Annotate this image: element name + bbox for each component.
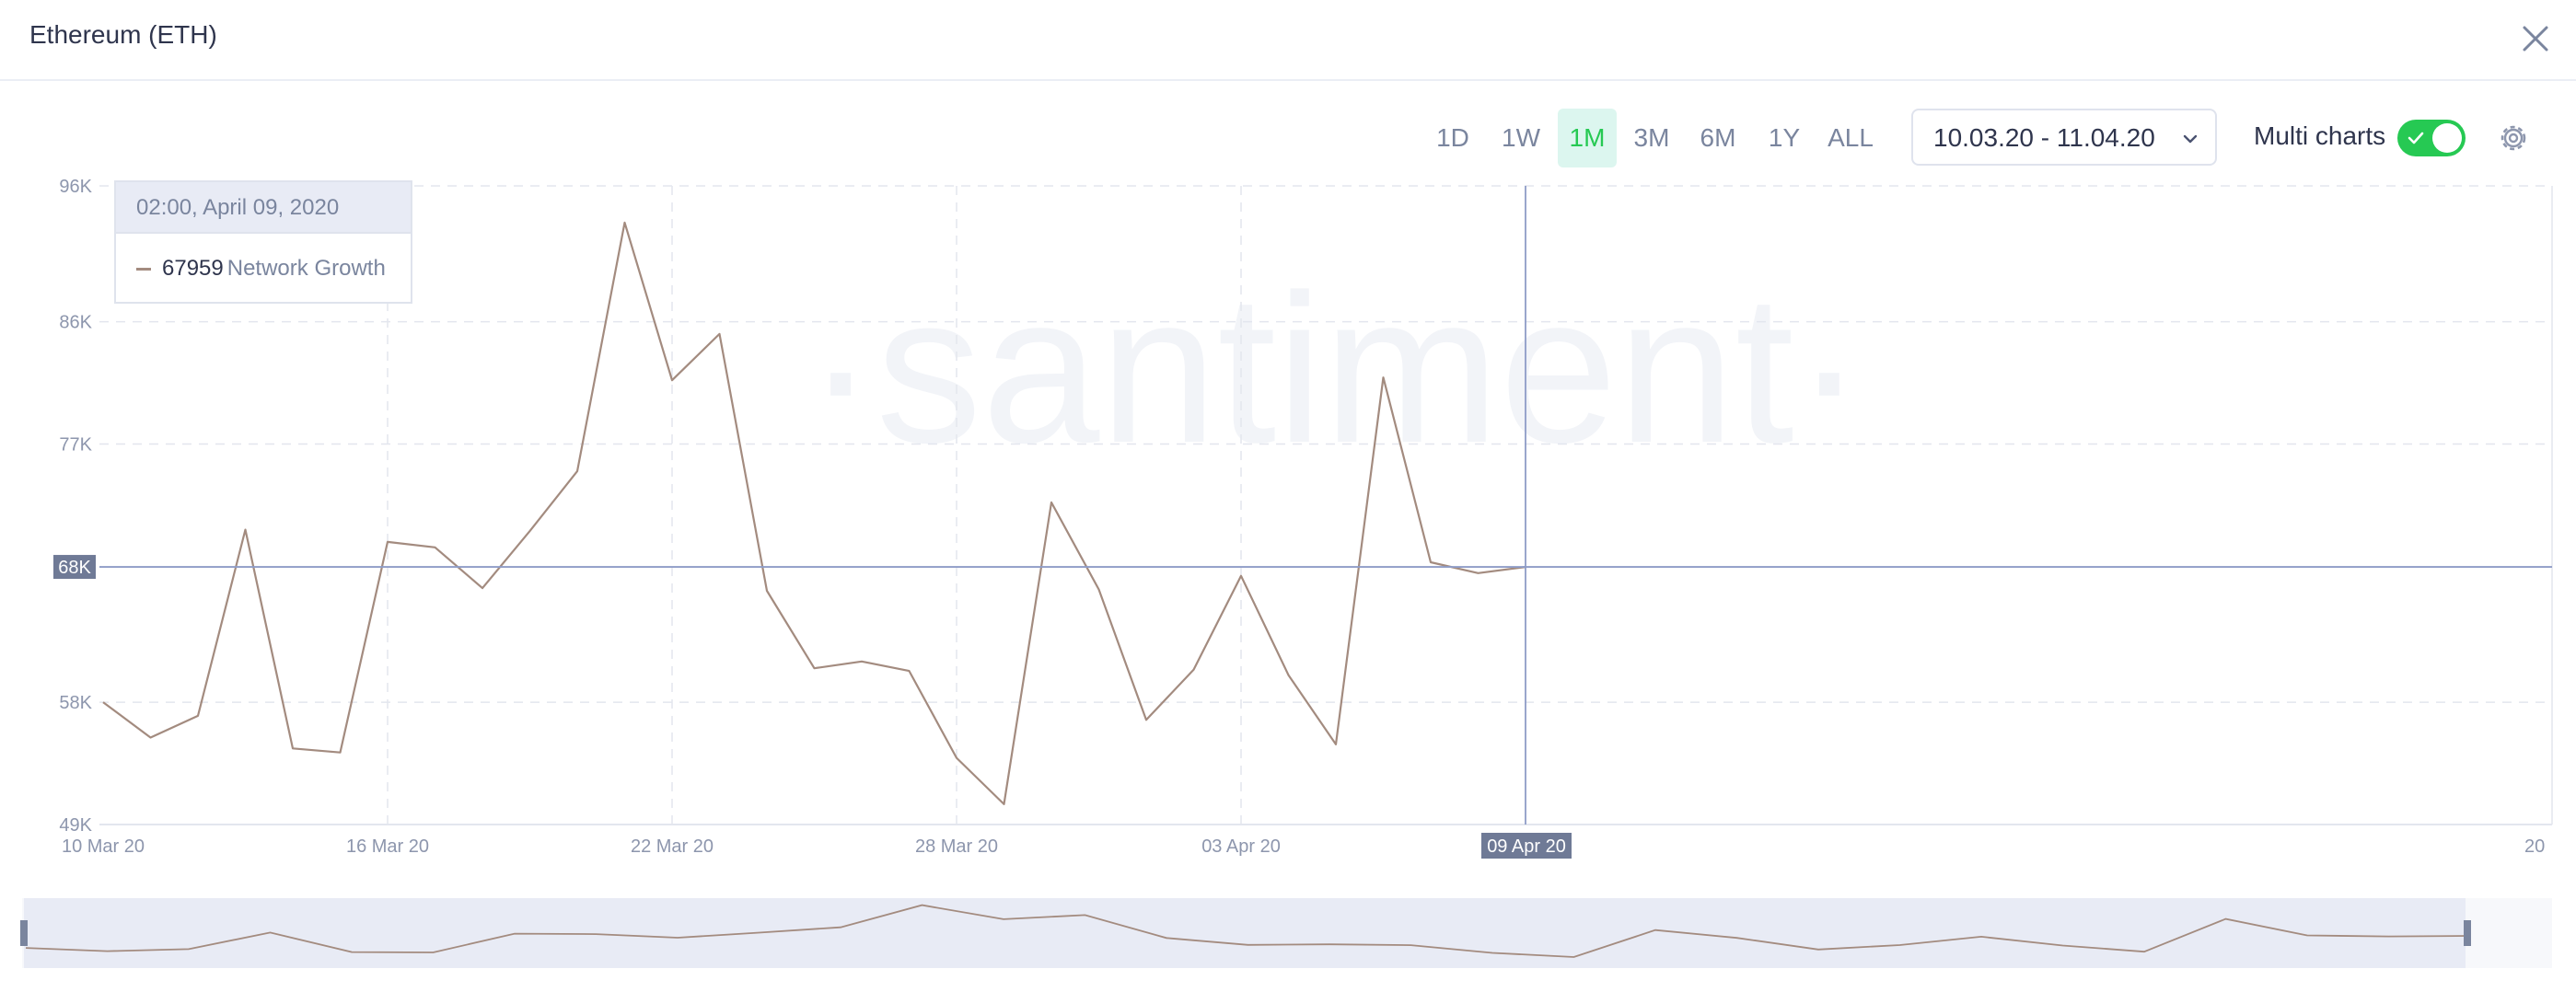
y-tick-label: 49K [59,815,92,836]
range-6m-button[interactable]: 6M [1700,123,1736,152]
gear-icon[interactable] [2495,120,2532,156]
y-axis: 49K 58K 77K 86K 96K [59,177,92,836]
window-header: Ethereum (ETH) [0,0,2576,81]
tooltip-series-swatch [136,268,151,271]
range-1m-button[interactable]: 1M [1558,109,1617,167]
navigator-selection[interactable] [24,898,2466,968]
y-tick-label: 96K [59,177,92,197]
multi-charts-toggle[interactable] [2397,120,2466,156]
y-tick-label: 58K [59,693,92,713]
range-navigator[interactable] [0,893,2576,972]
range-all-button[interactable]: ALL [1828,123,1874,152]
range-3m-button[interactable]: 3M [1633,123,1670,152]
x-tick-label: 20 [2524,836,2545,857]
x-axis: 10 Mar 20 16 Mar 20 22 Mar 20 28 Mar 20 03 A… [62,836,2545,857]
range-1y-button[interactable]: 1Y [1768,123,1801,152]
tooltip-date: 02:00, April 09, 2020 [116,182,411,234]
x-tick-label: 10 Mar 20 [62,836,145,857]
crosshair: 68K 09 Apr 20 [53,186,2552,859]
toggle-knob [2432,123,2462,153]
close-icon[interactable] [2515,18,2556,59]
navigator-line [25,904,2471,958]
network-growth-chart[interactable]: ·santiment· 49K 58K 77K 86K 96K 10 Mar 20 16 … [0,166,2576,865]
range-1w-button[interactable]: 1W [1502,123,1540,152]
chart-tooltip: 02:00, April 09, 2020 67959 Network Growt… [114,180,412,304]
date-range-value: 10.03.20 - 11.04.20 [1933,123,2155,152]
chevron-down-icon [2183,134,2198,144]
tooltip-series-name: Network Growth [226,256,386,281]
tooltip-row: 67959 Network Growth [136,256,386,282]
y-tick-label: 77K [59,435,92,456]
window-title: Ethereum (ETH) [29,20,217,49]
navigator-left-handle[interactable] [20,920,28,946]
multi-charts-label: Multi charts [2254,121,2386,150]
date-range-select[interactable]: 10.03.20 - 11.04.20 [1911,109,2217,166]
navigator-right-handle[interactable] [2464,920,2471,946]
x-tick-label: 28 Mar 20 [915,836,998,857]
check-icon [2408,132,2424,144]
range-1d-button[interactable]: 1D [1436,123,1469,152]
x-tick-label: 16 Mar 20 [346,836,429,857]
crosshair-y-label: 68K [58,558,91,578]
network-growth-line [102,221,1526,805]
chart-grid [99,185,2553,825]
tooltip-value: 67959 [162,256,224,281]
x-tick-label: 03 Apr 20 [1201,836,1281,857]
crosshair-y-badge [53,555,96,580]
crosshair-x-badge [1481,833,1572,859]
y-tick-label: 86K [59,313,92,333]
crosshair-x-label: 09 Apr 20 [1487,836,1566,857]
santiment-watermark: ·santiment· [806,250,1864,487]
x-tick-label: 22 Mar 20 [631,836,714,857]
